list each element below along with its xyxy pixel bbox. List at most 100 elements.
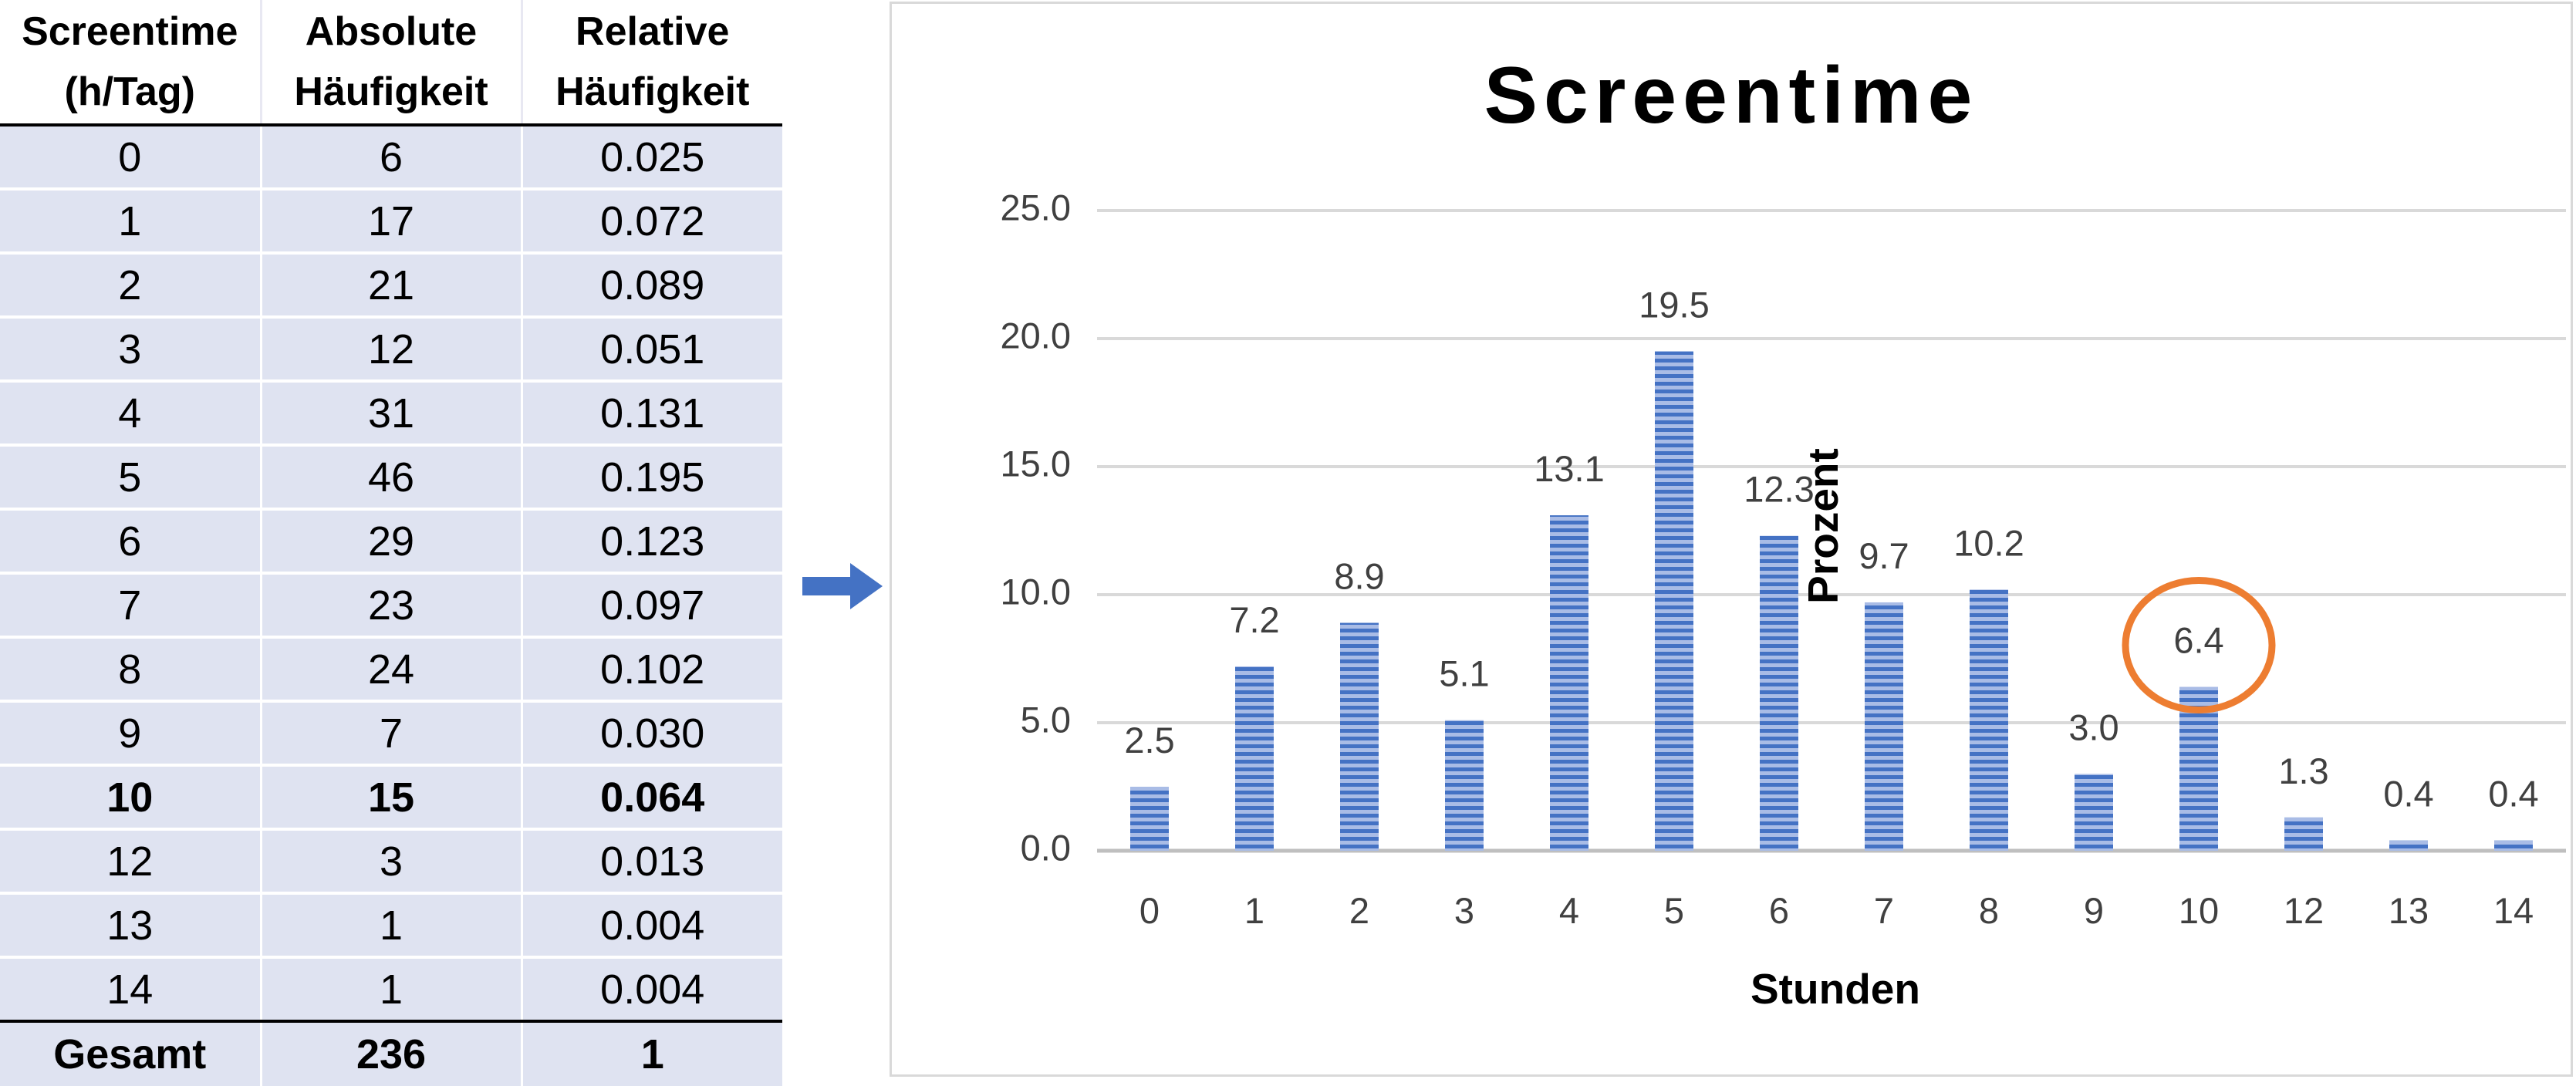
cell-absolute: 31 (259, 379, 522, 445)
cell-screentime: 5 (0, 444, 261, 509)
x-tick-label: 12 (2284, 890, 2324, 931)
table-total-row: Gesamt 236 1 (0, 1020, 782, 1086)
x-tick-label: 6 (1769, 890, 1789, 931)
cell-relative: 0.030 (520, 700, 782, 765)
frequency-table: Screentime (h/Tag) Absolute Häufigkeit R… (0, 0, 782, 1086)
total-label: Gesamt (0, 1020, 261, 1086)
y-axis-title: Prozent (1799, 448, 1847, 604)
data-label: 12.3 (1744, 469, 1814, 510)
cell-absolute: 24 (259, 636, 522, 701)
header-line: Häufigkeit (555, 69, 750, 114)
header-line: (h/Tag) (64, 69, 195, 114)
data-label: 9.7 (1859, 535, 1909, 576)
cell-screentime: 4 (0, 379, 261, 445)
bars (1130, 351, 2533, 852)
table-row: 12 3 0.013 (0, 828, 782, 893)
cell-screentime: 6 (0, 508, 261, 573)
cell-screentime: 7 (0, 572, 261, 637)
cell-relative: 0.064 (520, 764, 782, 829)
data-label: 8.9 (1334, 556, 1384, 597)
cell-absolute: 1 (259, 956, 522, 1021)
table-header-row: Screentime (h/Tag) Absolute Häufigkeit R… (0, 0, 782, 126)
header-relative: Relative Häufigkeit (520, 0, 782, 126)
x-tick-label: 2 (1349, 890, 1369, 931)
bar (1550, 515, 1588, 851)
table-row: 1 17 0.072 (0, 187, 782, 253)
table-row: 0 6 0.025 (0, 123, 782, 189)
x-tick-label: 9 (2084, 890, 2104, 931)
bar (1970, 589, 2008, 851)
bar (2494, 840, 2533, 851)
cell-absolute: 46 (259, 444, 522, 509)
data-label: 0.4 (2488, 774, 2538, 814)
cell-absolute: 1 (259, 892, 522, 957)
cell-absolute: 6 (259, 123, 522, 189)
cell-absolute: 21 (259, 251, 522, 317)
x-tick-label: 4 (1559, 890, 1579, 931)
table-row: 8 24 0.102 (0, 636, 782, 701)
cell-relative: 0.123 (520, 508, 782, 573)
bar (1865, 602, 1903, 851)
total-relative: 1 (520, 1020, 782, 1086)
data-label: 13.1 (1534, 448, 1604, 489)
cell-absolute: 7 (259, 700, 522, 765)
y-tick-label: 10.0 (1001, 571, 1071, 612)
cell-relative: 0.097 (520, 572, 782, 637)
data-label: 5.1 (1439, 653, 1489, 694)
x-tick-label: 1 (1244, 890, 1264, 931)
cell-relative: 0.195 (520, 444, 782, 509)
table-row: 7 23 0.097 (0, 572, 782, 637)
bar (1445, 720, 1484, 851)
cell-absolute: 15 (259, 764, 522, 829)
table-body: 0 6 0.025 1 17 0.072 2 21 0.089 3 12 0.051 4 31 0.131 5… (0, 123, 782, 1021)
header-screentime: Screentime (h/Tag) (0, 0, 261, 126)
y-tick-label: 15.0 (1001, 443, 1071, 484)
bar (1130, 787, 1169, 851)
cell-relative: 0.013 (520, 828, 782, 893)
data-label: 2.5 (1124, 720, 1174, 761)
cell-screentime: 0 (0, 123, 261, 189)
data-labels: 2.5 7.2 8.9 5.1 13.1 19.5 12.3 9.7 10.2 3.0 6.4 1.3… (1124, 285, 2538, 814)
table-row: 10 15 0.064 (0, 764, 782, 829)
cell-screentime: 2 (0, 251, 261, 317)
cell-screentime: 13 (0, 892, 261, 957)
x-tick-label: 5 (1664, 890, 1684, 931)
total-absolute: 236 (259, 1020, 522, 1086)
y-tick-label: 0.0 (1021, 827, 1071, 868)
highlight-circle (2122, 577, 2276, 714)
cell-absolute: 17 (259, 187, 522, 253)
x-tick-label: 8 (1979, 890, 1999, 931)
header-line: Relative (576, 9, 730, 54)
bar (2389, 840, 2428, 851)
bar (1235, 666, 1274, 851)
bar (2075, 774, 2113, 851)
cell-absolute: 12 (259, 315, 522, 381)
table-row: 2 21 0.089 (0, 251, 782, 317)
header-line: Häufigkeit (294, 69, 488, 114)
cell-relative: 0.051 (520, 315, 782, 381)
data-label: 3.0 (2068, 707, 2119, 747)
cell-absolute: 29 (259, 508, 522, 573)
x-tick-label: 7 (1874, 890, 1894, 931)
y-tick-label: 20.0 (1001, 315, 1071, 356)
data-label: 6.4 (2173, 620, 2223, 661)
x-tick-labels: 0 1 2 3 4 5 6 7 8 9 10 12 13 14 (1139, 890, 2534, 931)
table-row: 9 7 0.030 (0, 700, 782, 765)
cell-relative: 0.004 (520, 956, 782, 1021)
cell-relative: 0.004 (520, 892, 782, 957)
cell-relative: 0.072 (520, 187, 782, 253)
data-label: 19.5 (1639, 285, 1709, 325)
bar (1655, 351, 1693, 852)
data-label: 0.4 (2383, 774, 2433, 814)
data-label: 7.2 (1229, 599, 1279, 640)
cell-screentime: 9 (0, 700, 261, 765)
bar-chart: Screentime 2.57.28.95.113.119.512.39.7 10… (1001, 51, 2566, 1013)
x-axis-title: Stunden (1751, 965, 1920, 1013)
chart-title: Screentime (1484, 51, 1979, 140)
bar (1760, 535, 1798, 851)
table-row: 4 31 0.131 (0, 379, 782, 445)
cell-screentime: 8 (0, 636, 261, 701)
header-line: Absolute (305, 9, 478, 54)
y-tick-labels: 0.0 5.0 10.0 15.0 20.0 25.0 (1001, 187, 1071, 868)
table-row: 3 12 0.051 (0, 315, 782, 381)
